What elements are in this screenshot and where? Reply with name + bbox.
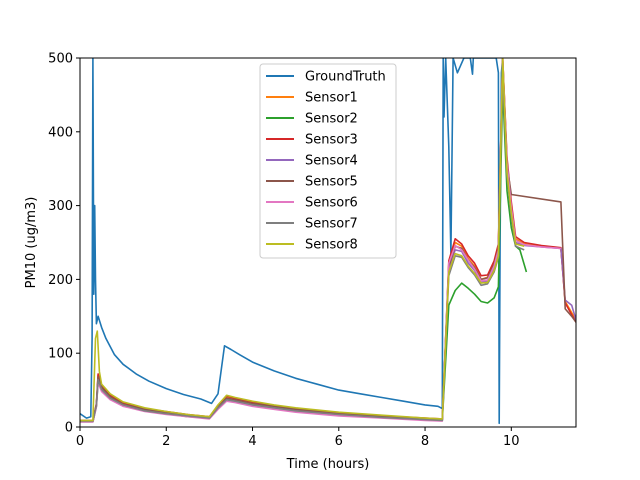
y-axis-label: PM10 (ug/m3) <box>24 197 39 289</box>
plot-frame <box>79 57 577 428</box>
x-axis: 0 2 4 6 8 10 <box>76 427 520 449</box>
y-axis: 0 100 200 300 400 500 <box>48 52 80 436</box>
y-tick-label: 0 <box>65 421 73 436</box>
legend-label-sensor7: Sensor7 <box>305 217 358 232</box>
series-line-sensor8 <box>80 58 525 422</box>
y-tick-label: 400 <box>48 125 73 140</box>
legend-label-sensor6: Sensor6 <box>305 196 358 211</box>
x-tick-label: 4 <box>248 434 256 449</box>
legend-label-sensor8: Sensor8 <box>305 238 358 253</box>
x-tick-label: 6 <box>335 434 343 449</box>
legend-label-sensor1: Sensor1 <box>305 91 358 106</box>
x-tick-label: 10 <box>503 434 520 449</box>
legend-label-sensor5: Sensor5 <box>305 175 358 190</box>
x-tick-label: 0 <box>76 434 84 449</box>
series-layer <box>80 58 576 425</box>
y-tick-label: 100 <box>48 347 73 362</box>
legend-label-groundtruth: GroundTruth <box>305 70 386 85</box>
y-tick-label: 500 <box>48 52 73 67</box>
legend-box <box>259 63 397 259</box>
x-tick-label: 8 <box>421 434 429 449</box>
x-axis-label: Time (hours) <box>286 457 370 472</box>
series-line-groundtruth <box>80 58 504 425</box>
y-tick-label: 300 <box>48 199 73 214</box>
legend-label-sensor4: Sensor4 <box>305 154 358 169</box>
y-tick-label: 200 <box>48 273 73 288</box>
legend: GroundTruth Sensor1 Sensor2 Sensor3 Sensor4 S… <box>259 63 397 259</box>
legend-label-sensor3: Sensor3 <box>305 133 358 148</box>
legend-label-sensor2: Sensor2 <box>305 112 358 127</box>
x-tick-label: 2 <box>162 434 170 449</box>
